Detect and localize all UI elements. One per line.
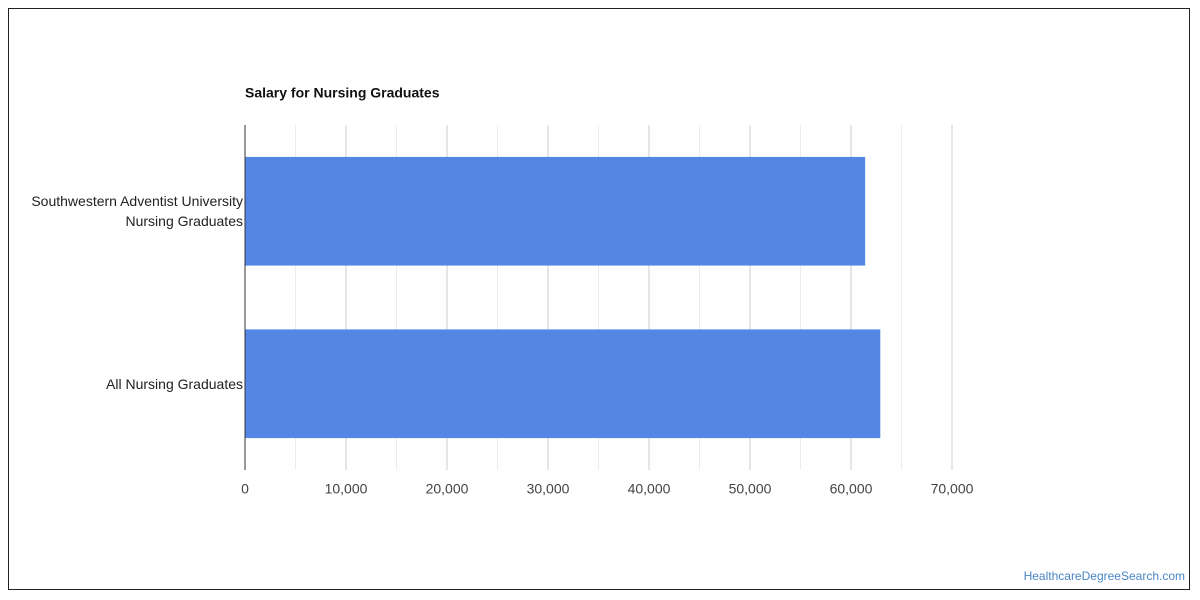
x-tick-label: 0 — [241, 481, 249, 497]
x-tick-label: 50,000 — [729, 481, 772, 497]
source: HealthcareDegreeSearch.com — [1024, 569, 1185, 583]
x-tick-label: 70,000 — [931, 481, 974, 497]
x-tick-label: 40,000 — [628, 481, 671, 497]
bar — [245, 156, 866, 266]
x-tick-label: 20,000 — [426, 481, 469, 497]
bar — [245, 329, 881, 439]
y-tick-label: All Nursing Graduates — [106, 375, 243, 392]
x-tick-label: 10,000 — [325, 481, 368, 497]
x-tick-label: 60,000 — [830, 481, 873, 497]
x-tick-label: 30,000 — [527, 481, 570, 497]
y-tick-label: Southwestern Adventist University Nursin… — [31, 193, 243, 230]
chart-title: Salary for Nursing Graduates — [245, 85, 440, 101]
